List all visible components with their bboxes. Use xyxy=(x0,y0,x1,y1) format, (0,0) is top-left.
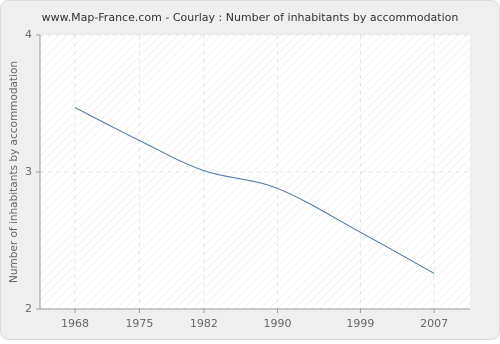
y-tick-label: 3 xyxy=(25,165,32,178)
x-tick-label: 1982 xyxy=(190,317,218,330)
x-tick-label: 1968 xyxy=(61,317,89,330)
x-tick-label: 2007 xyxy=(420,317,448,330)
data-line xyxy=(74,107,435,274)
y-axis-label: Number of inhabitants by accommodation xyxy=(8,61,20,283)
chart-title: www.Map-France.com - Courlay : Number of… xyxy=(42,11,459,24)
x-tick-label: 1990 xyxy=(264,317,292,330)
plot-hatch xyxy=(40,35,470,309)
y-tick-label: 4 xyxy=(25,28,32,41)
y-tick-label: 2 xyxy=(25,302,32,315)
x-tick-label: 1999 xyxy=(346,317,374,330)
x-tick-label: 1975 xyxy=(125,317,153,330)
